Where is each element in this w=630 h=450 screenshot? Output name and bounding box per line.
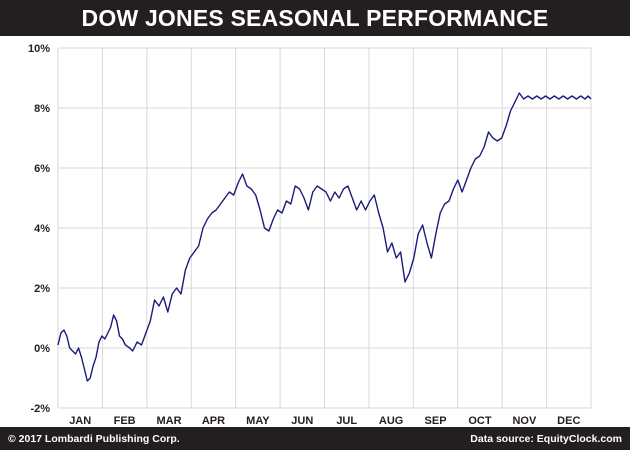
title-bar: DOW JONES SEASONAL PERFORMANCE — [0, 0, 630, 36]
x-tick-label: MAR — [157, 415, 182, 427]
copyright-text: © 2017 Lombardi Publishing Corp. — [8, 433, 180, 445]
chart-area: -2% 0% 2% 4% 6% 8% 10% JAN FEB MAR APR MAY JUN JUL AUG… — [28, 43, 592, 427]
x-tick-label: JUL — [336, 415, 357, 427]
series-line — [57, 92, 592, 382]
y-tick-label: 2% — [34, 283, 50, 295]
x-tick-label: JUN — [291, 415, 313, 427]
x-tick-label: SEP — [425, 415, 447, 427]
y-tick-label: 4% — [34, 223, 50, 235]
y-tick-label: -2% — [30, 403, 50, 415]
x-tick-label: NOV — [512, 415, 537, 427]
x-tick-label: DEC — [557, 415, 580, 427]
footer-bar: © 2017 Lombardi Publishing Corp. Data so… — [0, 427, 630, 450]
x-tick-label: MAY — [246, 415, 270, 427]
y-tick-label: 8% — [34, 103, 50, 115]
x-tick-label: OCT — [468, 415, 492, 427]
x-tick-label: APR — [202, 415, 225, 427]
x-tick-label: JAN — [69, 415, 91, 427]
y-tick-label: 6% — [34, 163, 50, 175]
y-tick-label: 10% — [28, 43, 50, 55]
data-source-text: Data source: EquityClock.com — [470, 433, 622, 445]
x-tick-label: AUG — [379, 415, 403, 427]
y-tick-label: 0% — [34, 343, 50, 355]
x-tick-label: FEB — [114, 415, 136, 427]
chart-title: DOW JONES SEASONAL PERFORMANCE — [81, 4, 549, 31]
